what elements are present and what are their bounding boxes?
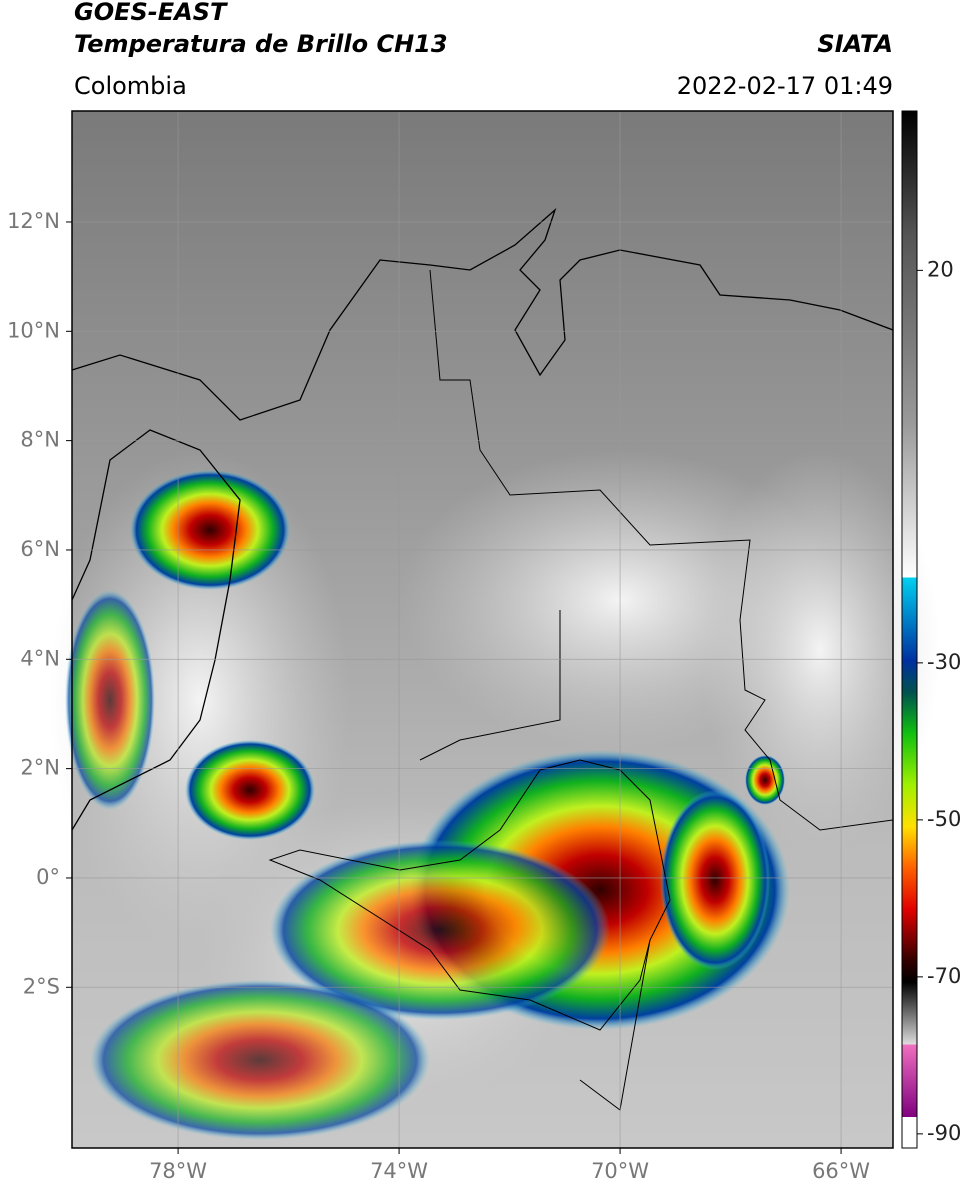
y-tick-label: 12°N — [7, 209, 60, 233]
title-1: GOES-EAST — [74, 0, 228, 26]
graticule — [72, 111, 893, 1148]
storm — [745, 755, 785, 805]
storm — [660, 790, 770, 970]
storm — [185, 740, 315, 840]
storm — [270, 840, 610, 1020]
title-2: Temperatura de Brillo CH13 — [74, 30, 448, 58]
timestamp: 2022-02-17 01:49 — [677, 72, 893, 100]
x-tick-label: 66°W — [812, 1159, 870, 1183]
x-tick-label: 78°W — [149, 1159, 207, 1183]
x-tick-label: 74°W — [370, 1159, 428, 1183]
y-tick-label: 2°N — [20, 756, 60, 780]
y-tick-label: 10°N — [7, 318, 60, 342]
colorbar-tick-label: -30 — [927, 650, 961, 674]
map — [50, 110, 940, 1149]
y-tick-label: 6°N — [20, 537, 60, 561]
x-tick-label: 70°W — [591, 1159, 649, 1183]
storm — [90, 980, 430, 1140]
colorbar-tick-label: -70 — [927, 964, 961, 988]
border — [429, 269, 894, 831]
colorbar-tick-label: -90 — [927, 1121, 961, 1145]
y-tick-label: 0° — [36, 865, 60, 889]
y-tick-label: 8°N — [20, 428, 60, 452]
storm — [65, 590, 155, 810]
storm — [130, 470, 290, 590]
y-tick-label: 2°S — [23, 974, 60, 998]
source: SIATA — [817, 30, 893, 58]
region: Colombia — [74, 72, 187, 100]
y-tick-label: 4°N — [20, 646, 60, 670]
colorbar-tick-label: 20 — [927, 257, 954, 281]
colorbar: 20 -30 -50 -70 -90 — [901, 110, 961, 1149]
colorbar-scale — [901, 110, 918, 1149]
colorbar-tick-label: -50 — [927, 807, 961, 831]
coastline — [71, 429, 241, 831]
map-frame — [71, 110, 894, 1149]
coastline — [71, 207, 894, 421]
border — [268, 759, 671, 1031]
